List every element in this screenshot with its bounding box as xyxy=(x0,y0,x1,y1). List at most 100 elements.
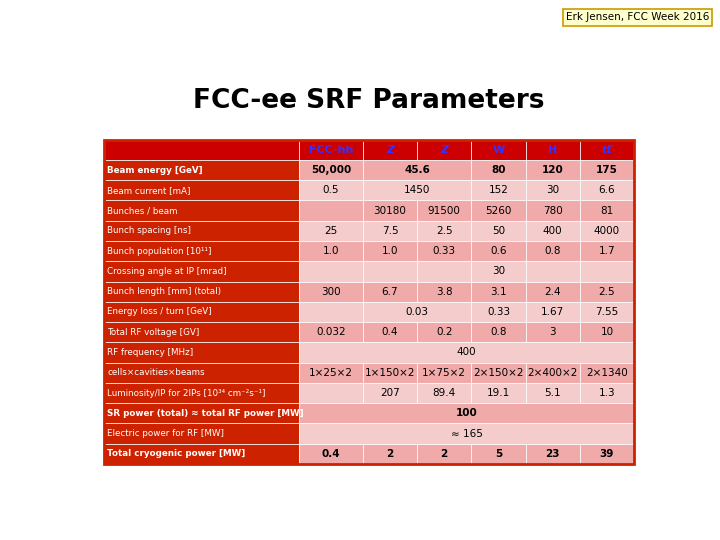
Bar xyxy=(300,140,363,160)
Bar xyxy=(472,322,526,342)
Bar xyxy=(580,140,634,160)
Bar xyxy=(417,322,472,342)
Bar xyxy=(472,281,526,302)
Text: 5260: 5260 xyxy=(485,206,512,215)
Bar xyxy=(472,302,526,322)
Text: 0.8: 0.8 xyxy=(544,246,561,256)
Text: Erk Jensen, FCC Week 2016: Erk Jensen, FCC Week 2016 xyxy=(566,12,709,23)
Text: 2.5: 2.5 xyxy=(598,287,616,296)
Bar xyxy=(417,241,472,261)
Bar xyxy=(472,160,526,180)
Bar xyxy=(363,261,417,281)
Text: 1.0: 1.0 xyxy=(323,246,339,256)
Bar xyxy=(104,140,634,464)
Bar xyxy=(526,160,580,180)
Bar xyxy=(417,261,472,281)
Text: Z: Z xyxy=(440,145,449,155)
Text: 91500: 91500 xyxy=(428,206,461,215)
Text: 3.1: 3.1 xyxy=(490,287,507,296)
Bar xyxy=(104,241,300,261)
Bar xyxy=(580,383,634,403)
Bar xyxy=(472,241,526,261)
Bar xyxy=(300,221,363,241)
Bar xyxy=(526,383,580,403)
Text: 400: 400 xyxy=(543,226,562,236)
Bar xyxy=(472,383,526,403)
Text: 30: 30 xyxy=(492,266,505,276)
Text: 3: 3 xyxy=(549,327,556,337)
Text: 2: 2 xyxy=(441,449,448,459)
Bar xyxy=(472,444,526,464)
Text: 1×150×2: 1×150×2 xyxy=(365,368,415,378)
Text: 2.4: 2.4 xyxy=(544,287,561,296)
Bar xyxy=(300,444,363,464)
Bar xyxy=(300,180,363,200)
Text: 1.67: 1.67 xyxy=(541,307,564,317)
Bar xyxy=(580,322,634,342)
Bar xyxy=(363,444,417,464)
Bar xyxy=(104,221,300,241)
Text: H: H xyxy=(548,145,557,155)
Bar xyxy=(580,160,634,180)
Text: Beam current [mA]: Beam current [mA] xyxy=(107,186,191,195)
Bar xyxy=(472,200,526,221)
Text: cells×cavities×beams: cells×cavities×beams xyxy=(107,368,205,377)
Text: 2×1340: 2×1340 xyxy=(586,368,628,378)
Text: 0.33: 0.33 xyxy=(433,246,456,256)
Text: 25: 25 xyxy=(325,226,338,236)
Text: Electric power for RF [MW]: Electric power for RF [MW] xyxy=(107,429,225,438)
Bar xyxy=(104,261,300,281)
Bar xyxy=(526,241,580,261)
Bar xyxy=(472,363,526,383)
Text: 0.032: 0.032 xyxy=(316,327,346,337)
Text: RF frequency [MHz]: RF frequency [MHz] xyxy=(107,348,194,357)
Text: 45.6: 45.6 xyxy=(404,165,430,175)
Bar xyxy=(526,221,580,241)
Bar xyxy=(363,281,417,302)
Text: 30180: 30180 xyxy=(374,206,406,215)
Bar xyxy=(104,363,300,383)
Text: Energy loss / turn [GeV]: Energy loss / turn [GeV] xyxy=(107,307,212,316)
Text: 1.7: 1.7 xyxy=(598,246,616,256)
Text: 400: 400 xyxy=(457,347,477,357)
Bar xyxy=(104,383,300,403)
Text: 6.7: 6.7 xyxy=(382,287,398,296)
Text: 0.5: 0.5 xyxy=(323,185,339,195)
Bar xyxy=(526,140,580,160)
Bar xyxy=(300,261,363,281)
Bar xyxy=(300,383,363,403)
Bar xyxy=(580,261,634,281)
Text: 120: 120 xyxy=(542,165,564,175)
Text: tt̅: tt̅ xyxy=(601,145,612,155)
Text: Crossing angle at IP [mrad]: Crossing angle at IP [mrad] xyxy=(107,267,227,276)
Text: Luminosity/IP for 2IPs [10³⁴ cm⁻²s⁻¹]: Luminosity/IP for 2IPs [10³⁴ cm⁻²s⁻¹] xyxy=(107,388,266,397)
Text: Bunch population [10¹¹]: Bunch population [10¹¹] xyxy=(107,247,212,255)
Bar xyxy=(104,444,300,464)
Text: 1.0: 1.0 xyxy=(382,246,398,256)
Bar xyxy=(363,241,417,261)
Text: 0.03: 0.03 xyxy=(405,307,428,317)
Bar xyxy=(472,180,526,200)
Bar xyxy=(417,200,472,221)
Bar xyxy=(363,140,417,160)
Text: W: W xyxy=(492,145,505,155)
Text: 6.6: 6.6 xyxy=(598,185,616,195)
Bar xyxy=(472,261,526,281)
Text: 0.6: 0.6 xyxy=(490,246,507,256)
Bar xyxy=(580,363,634,383)
Bar xyxy=(104,322,300,342)
Bar xyxy=(104,160,300,180)
Bar xyxy=(363,180,472,200)
Text: 2.5: 2.5 xyxy=(436,226,453,236)
Bar xyxy=(526,281,580,302)
Text: 207: 207 xyxy=(380,388,400,398)
Text: 50: 50 xyxy=(492,226,505,236)
Text: 300: 300 xyxy=(321,287,341,296)
Bar xyxy=(417,281,472,302)
Text: FCC-ee SRF Parameters: FCC-ee SRF Parameters xyxy=(193,87,545,113)
Bar xyxy=(104,180,300,200)
Text: Bunch spacing [ns]: Bunch spacing [ns] xyxy=(107,226,192,235)
Text: SR power (total) ≈ total RF power [MW]: SR power (total) ≈ total RF power [MW] xyxy=(107,409,304,418)
Text: 10: 10 xyxy=(600,327,613,337)
Text: 0.33: 0.33 xyxy=(487,307,510,317)
